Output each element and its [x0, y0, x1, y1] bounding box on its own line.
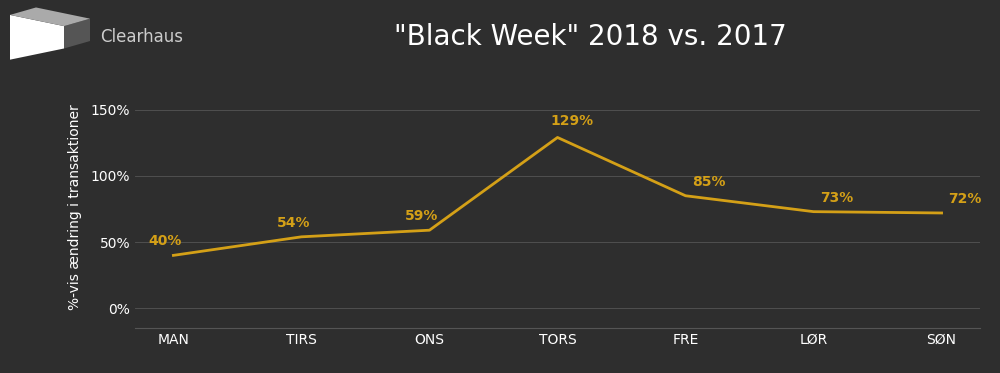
- Text: 85%: 85%: [692, 175, 726, 189]
- Y-axis label: %-vis ændring i transaktioner: %-vis ændring i transaktioner: [68, 104, 82, 310]
- Text: Clearhaus: Clearhaus: [100, 28, 183, 46]
- Text: 54%: 54%: [276, 216, 310, 230]
- Text: 40%: 40%: [148, 234, 182, 248]
- Text: "Black Week" 2018 vs. 2017: "Black Week" 2018 vs. 2017: [394, 23, 786, 51]
- Text: 59%: 59%: [404, 209, 438, 223]
- Text: 73%: 73%: [821, 191, 854, 205]
- Text: 72%: 72%: [949, 192, 982, 206]
- Polygon shape: [10, 7, 90, 26]
- Polygon shape: [10, 15, 64, 60]
- Polygon shape: [64, 19, 90, 48]
- Text: 129%: 129%: [551, 114, 594, 128]
